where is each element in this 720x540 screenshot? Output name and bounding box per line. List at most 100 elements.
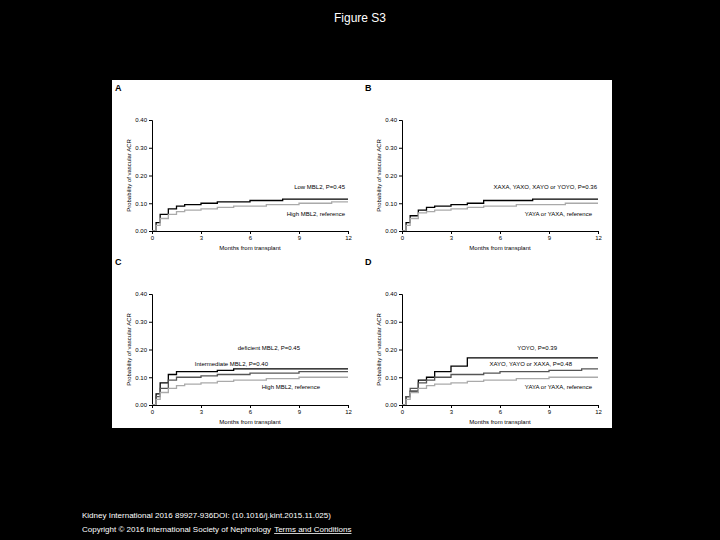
panel-label: A	[115, 83, 122, 93]
x-tick-mark	[598, 231, 599, 234]
series-group	[152, 199, 348, 231]
x-tick: 3	[450, 405, 454, 415]
series-label: High MBL2, reference	[262, 384, 321, 390]
y-tick-label: 0.20	[385, 173, 397, 179]
y-axis-line	[149, 121, 153, 232]
x-tick: 9	[298, 405, 302, 415]
series-line	[152, 202, 348, 231]
panel: C0369120.000.100.200.300.40deficient MBL…	[115, 257, 352, 425]
y-tick-label: 0.40	[385, 117, 397, 123]
y-tick-mark	[149, 350, 152, 351]
series-line	[152, 369, 348, 405]
series-line	[152, 199, 348, 231]
x-axis-line	[153, 232, 349, 235]
x-tick-label: 0	[401, 235, 405, 241]
plot: 0369120.000.100.200.300.40Low MBL2, P=0.…	[135, 117, 352, 241]
y-tick: 0.20	[135, 347, 152, 353]
x-tick-mark	[201, 231, 202, 234]
y-axis: 0.000.100.200.300.40	[135, 291, 152, 408]
y-tick-mark	[149, 294, 152, 295]
y-tick-mark	[399, 148, 402, 149]
x-tick-mark	[348, 405, 349, 408]
background	[0, 0, 720, 540]
y-tick: 0.20	[135, 173, 152, 179]
x-tick: 12	[595, 405, 602, 415]
panel: A0369120.000.100.200.300.40Low MBL2, P=0…	[115, 83, 352, 251]
y-tick: 0.10	[385, 375, 402, 381]
x-tick: 0	[401, 405, 405, 415]
x-tick: 9	[298, 231, 302, 241]
series-label: Intermediate MBL2, P=0.40	[195, 361, 269, 367]
x-tick-mark	[451, 405, 452, 408]
y-tick: 0.20	[385, 173, 402, 179]
x-tick-mark	[348, 231, 349, 234]
slide: Figure S3A0369120.000.100.200.300.40Low …	[0, 0, 720, 540]
series-label: XAYO, YAYO or XAXA, P=0.48	[490, 361, 573, 367]
series-label: Low MBL2, P=0.45	[294, 184, 346, 190]
x-axis-title: Months from transplant	[469, 419, 531, 425]
y-tick-label: 0.20	[135, 347, 147, 353]
plot: 0369120.000.100.200.300.40XAXA, YAXO, XA…	[385, 117, 602, 241]
y-tick-mark	[399, 350, 402, 351]
x-axis: 036912	[151, 231, 353, 241]
x-tick-label: 9	[298, 409, 302, 415]
y-tick-label: 0.00	[385, 228, 397, 234]
y-tick-mark	[149, 203, 152, 204]
y-tick-label: 0.00	[135, 402, 147, 408]
x-tick: 3	[200, 405, 204, 415]
y-tick: 0.40	[385, 291, 402, 297]
y-axis-title: Probability of vascular ACR	[376, 138, 382, 211]
series-line	[152, 372, 348, 405]
y-tick-mark	[399, 120, 402, 121]
x-tick-mark	[299, 405, 300, 408]
y-tick: 0.30	[135, 145, 152, 151]
x-tick-label: 3	[200, 409, 204, 415]
y-tick: 0.10	[135, 201, 152, 207]
x-tick-label: 12	[345, 409, 352, 415]
y-axis: 0.000.100.200.300.40	[385, 117, 402, 234]
series-line	[402, 203, 598, 231]
x-tick-label: 0	[401, 409, 405, 415]
y-tick: 0.30	[385, 319, 402, 325]
y-tick-label: 0.10	[385, 201, 397, 207]
y-tick-label: 0.20	[385, 347, 397, 353]
x-axis: 036912	[401, 231, 603, 241]
y-tick-label: 0.40	[135, 117, 147, 123]
x-tick: 9	[548, 405, 552, 415]
y-tick-mark	[149, 231, 152, 232]
plot: 0369120.000.100.200.300.40deficient MBL2…	[135, 291, 352, 415]
y-tick-mark	[399, 203, 402, 204]
y-tick-label: 0.10	[135, 201, 147, 207]
panel: B0369120.000.100.200.300.40XAXA, YAXO, X…	[365, 83, 602, 251]
panel-label: C	[115, 257, 122, 267]
y-tick: 0.40	[385, 117, 402, 123]
y-tick-mark	[149, 120, 152, 121]
x-tick-label: 9	[298, 235, 302, 241]
panel-label: B	[365, 83, 372, 93]
x-tick-label: 6	[249, 409, 253, 415]
x-tick-mark	[201, 405, 202, 408]
y-tick-mark	[399, 176, 402, 177]
y-tick-label: 0.20	[135, 173, 147, 179]
x-tick-mark	[500, 231, 501, 234]
y-tick: 0.30	[135, 319, 152, 325]
x-tick-label: 12	[595, 235, 602, 241]
y-tick-mark	[149, 322, 152, 323]
series-group	[152, 369, 348, 405]
x-tick-label: 3	[200, 235, 204, 241]
y-tick-mark	[149, 176, 152, 177]
x-tick-label: 0	[151, 235, 155, 241]
x-tick-mark	[549, 231, 550, 234]
x-tick: 0	[401, 231, 405, 241]
y-axis: 0.00 0.10 0.20 0.30 0.40	[385, 291, 402, 408]
series-line	[402, 369, 598, 405]
y-tick: 0.00	[385, 402, 402, 408]
copyright-line: Copyright © 2016 International Society o…	[82, 525, 352, 534]
y-tick-label: 0.00	[135, 228, 147, 234]
x-axis-line	[403, 406, 599, 409]
y-tick-mark	[399, 322, 402, 323]
terms-link[interactable]: Terms and Conditions	[274, 525, 351, 534]
copyright: Copyright © 2016 International Society o…	[82, 525, 271, 534]
series-line	[402, 377, 598, 405]
x-tick: 0	[151, 405, 155, 415]
